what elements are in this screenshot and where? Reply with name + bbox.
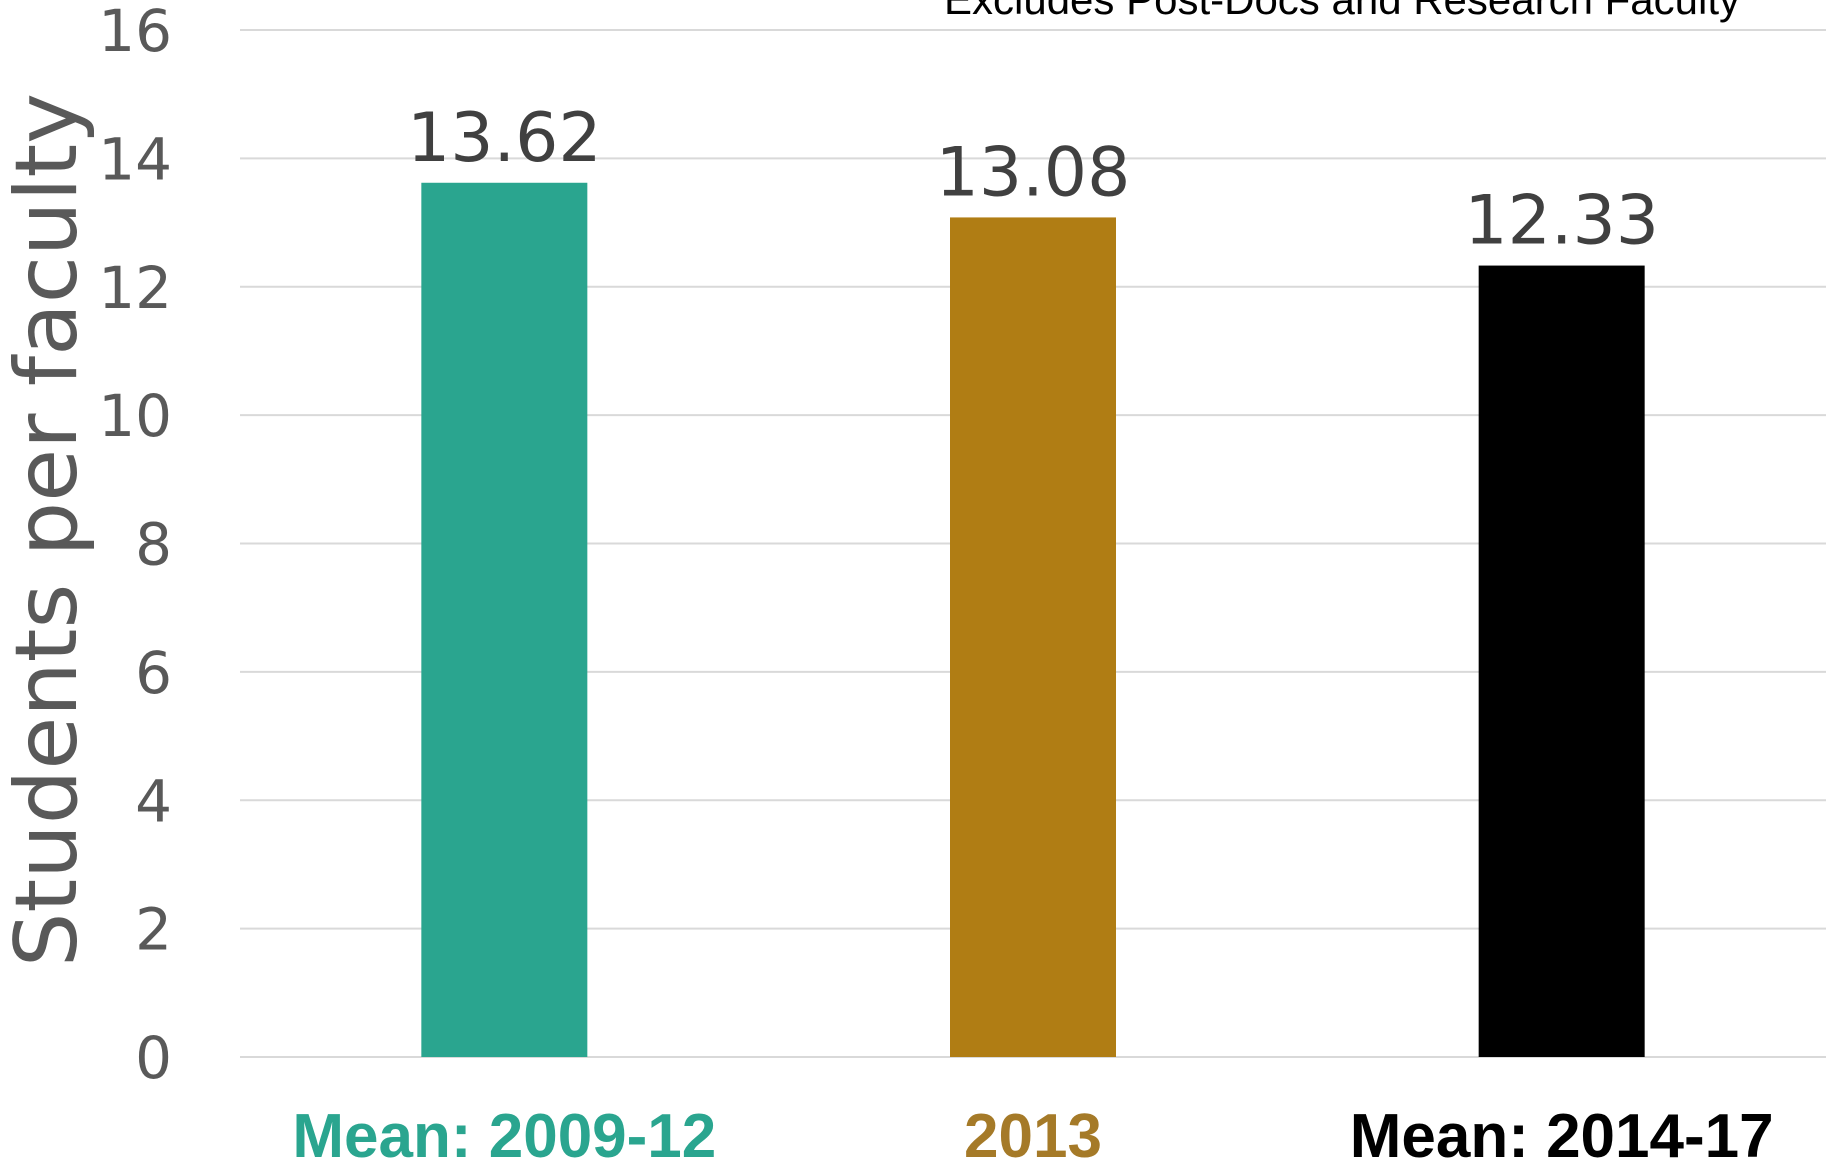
data-label: 13.08	[936, 133, 1131, 212]
y-tick-label: 4	[135, 767, 172, 835]
bar	[950, 217, 1116, 1058]
category-label: 2013	[964, 1102, 1102, 1167]
y-tick-label: 12	[98, 254, 172, 322]
y-axis-ticks: 0 2 4 6 8 10 12 14 16	[98, 0, 172, 1092]
category-label: Mean: 2009-12	[292, 1102, 716, 1167]
chart-subtitle: Excludes Post-Docs and Research Faculty	[944, 0, 1740, 23]
data-label: 12.33	[1464, 182, 1659, 261]
category-label: Mean: 2014-17	[1350, 1102, 1774, 1167]
y-tick-label: 2	[135, 896, 172, 964]
bar	[1478, 265, 1645, 1057]
bars	[421, 182, 1645, 1058]
y-tick-label: 14	[98, 125, 172, 193]
y-tick-label: 16	[98, 0, 172, 65]
category-labels: Mean: 2009-12 2013 Mean: 2014-17	[292, 1102, 1773, 1167]
data-label: 13.62	[407, 99, 602, 178]
y-tick-label: 0	[135, 1024, 172, 1092]
y-tick-label: 10	[98, 382, 172, 450]
y-tick-label: 8	[135, 511, 172, 579]
bar	[421, 182, 588, 1058]
y-axis-label: Students per faculty	[0, 93, 97, 967]
data-labels: 13.62 13.08 12.33	[407, 99, 1659, 261]
y-tick-label: 6	[135, 639, 172, 707]
